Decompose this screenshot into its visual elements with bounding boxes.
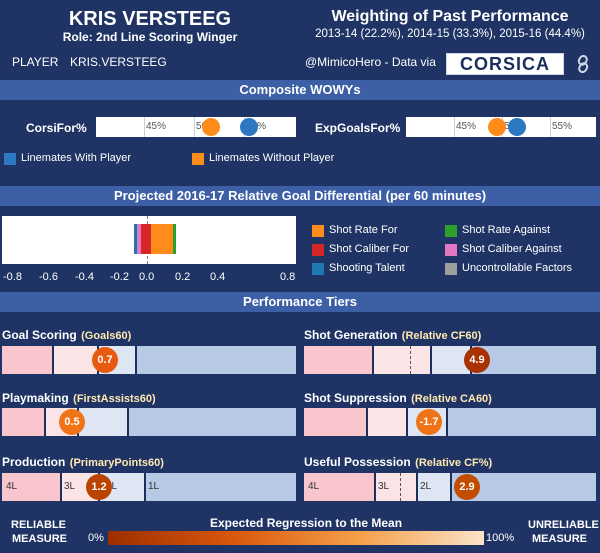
playmaking-bar: 0.5 — [2, 408, 296, 436]
legend-label: Shooting Talent — [329, 262, 405, 274]
useful-possession-value: 2.9 — [454, 474, 480, 500]
unreliable-label-1: UNRELIABLE — [528, 519, 599, 531]
legend-label: Shot Caliber Against — [462, 243, 562, 255]
production-title: Production (PrimaryPoints60) — [2, 455, 164, 469]
shot-suppression-bar: -1.7 — [304, 408, 596, 436]
weighting-title: Weighting of Past Performance — [331, 8, 569, 25]
xg-bar: 45% 50% 55% — [406, 117, 596, 137]
legend-label: Uncontrollable Factors — [462, 262, 573, 274]
legend-label: Shot Caliber For — [329, 243, 410, 255]
legend-without-label: Linemates Without Player — [209, 152, 335, 164]
axis-tick: 0.8 — [280, 271, 296, 283]
playmaking-title: Playmaking (FirstAssists60) — [2, 391, 156, 405]
player-id: KRIS.VERSTEEG — [70, 55, 167, 69]
bar-shot-rate-for — [151, 224, 173, 254]
corsi-bar: 45% 50% 55% — [96, 117, 296, 137]
shot-suppression-title: Shot Suppression (Relative CA60) — [304, 391, 492, 405]
player-label: PLAYER — [12, 55, 59, 69]
tier-label-4l: 4L — [308, 481, 320, 492]
regression-gradient-bar — [108, 531, 484, 545]
corsica-logo-text: CORSICA — [459, 53, 550, 74]
useful-possession-bar: 4L 3L 2L 1L 2.9 — [304, 473, 596, 501]
bar-shot-caliber-for — [141, 224, 151, 254]
projection-chart — [2, 216, 296, 264]
xg-label: ExpGoalsFor% — [315, 121, 401, 135]
xg-with-dot — [508, 118, 527, 136]
goal-scoring-value: 0.7 — [92, 347, 118, 373]
shot-generation-bar: 4.9 — [304, 346, 596, 374]
corsi-without-dot — [202, 118, 220, 136]
reliable-label-1: RELIABLE — [11, 519, 66, 531]
legend-without-swatch — [192, 153, 204, 165]
legend-swatch — [445, 225, 457, 237]
regression-min: 0% — [88, 532, 104, 544]
shot-generation-value: 4.9 — [464, 347, 490, 373]
legend-swatch — [312, 263, 324, 275]
production-value: 1.2 — [86, 474, 112, 500]
axis-tick: -0.4 — [75, 271, 94, 283]
corsica-logo[interactable]: CORSICA — [446, 53, 564, 75]
xg-tick-55: 55% — [552, 121, 573, 132]
legend-with-label: Linemates With Player — [21, 152, 132, 164]
bar-shot-rate-against — [173, 224, 176, 254]
axis-tick: 0.0 — [139, 271, 155, 283]
legend-label: Shot Rate Against — [462, 224, 551, 236]
corsi-with-dot — [240, 118, 258, 136]
goal-scoring-title: Goal Scoring (Goals60) — [2, 328, 132, 342]
corsi-tick-45: 45% — [146, 121, 167, 132]
goal-scoring-bar: 0.7 — [2, 346, 296, 374]
reliable-label-2: MEASURE — [12, 533, 68, 545]
playmaking-value: 0.5 — [59, 409, 85, 435]
tier-label-2l: 2L — [420, 481, 432, 492]
projection-section-title: Projected 2016-17 Relative Goal Differen… — [0, 186, 600, 206]
axis-tick: 0.4 — [210, 271, 226, 283]
xg-without-dot — [488, 118, 507, 136]
useful-possession-title: Useful Possession (Relative CF%) — [304, 455, 493, 469]
xg-tick-45: 45% — [456, 121, 477, 132]
player-name: KRIS VERSTEEG — [68, 8, 232, 30]
corsi-label: CorsiFor% — [26, 121, 87, 135]
credit-text: @MimicoHero - Data via — [305, 55, 436, 69]
weighting-detail: 2013-14 (22.2%), 2014-15 (33.3%), 2015-1… — [315, 28, 585, 40]
axis-tick: 0.2 — [175, 271, 191, 283]
legend-label: Shot Rate For — [329, 224, 398, 236]
legend-swatch — [312, 225, 324, 237]
link-icon[interactable] — [577, 55, 589, 73]
tiers-section-title: Performance Tiers — [0, 292, 600, 312]
tier-label-4l: 4L — [6, 481, 18, 492]
shot-suppression-value: -1.7 — [416, 409, 442, 435]
axis-tick: -0.8 — [3, 271, 22, 283]
wowy-section-title: Composite WOWYs — [0, 80, 600, 100]
bar-shooting-talent — [134, 224, 137, 254]
production-bar: 4L 3L 2L 1L 1.2 — [2, 473, 296, 501]
regression-title: Expected Regression to the Mean — [210, 516, 403, 530]
legend-with-swatch — [4, 153, 16, 165]
legend-swatch — [445, 263, 457, 275]
bar-shot-caliber-against — [137, 224, 141, 254]
legend-swatch — [445, 244, 457, 256]
unreliable-label-2: MEASURE — [532, 533, 588, 545]
tier-label-3l: 3L — [378, 481, 390, 492]
axis-tick: -0.2 — [110, 271, 129, 283]
axis-tick: -0.6 — [39, 271, 58, 283]
regression-max: 100% — [486, 532, 515, 544]
legend-swatch — [312, 244, 324, 256]
player-role: Role: 2nd Line Scoring Winger — [62, 30, 238, 44]
tier-label-3l: 3L — [64, 481, 76, 492]
tier-label-1l: 1L — [148, 481, 160, 492]
shot-generation-title: Shot Generation (Relative CF60) — [304, 328, 482, 342]
